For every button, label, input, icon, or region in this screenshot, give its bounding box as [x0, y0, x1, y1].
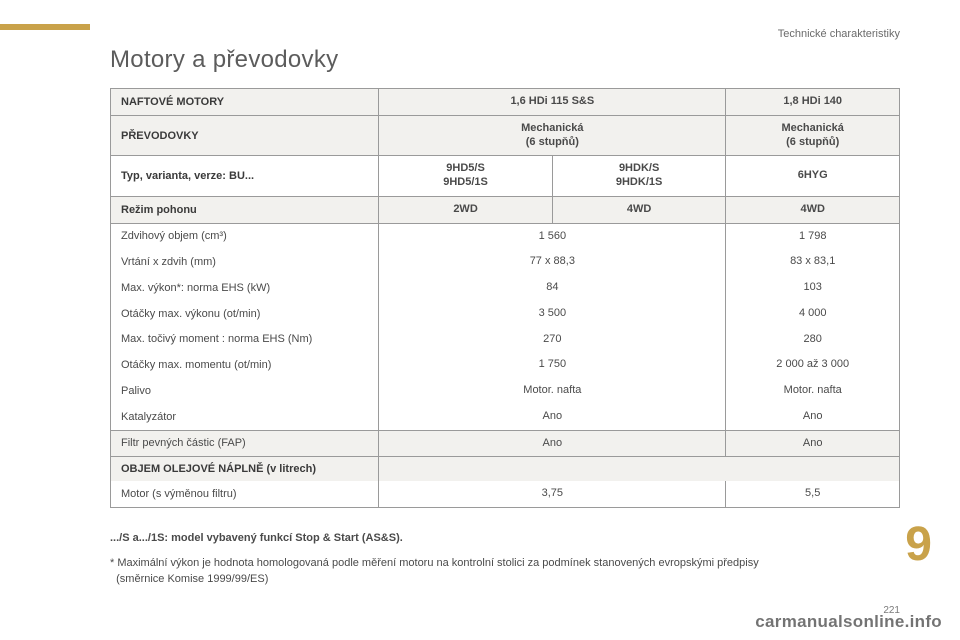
cell: Ano: [379, 404, 726, 430]
cell: Mechanická(6 stupňů): [726, 115, 900, 156]
cell: 9HD5/S9HD5/1S: [379, 156, 553, 197]
table-row: Filtr pevných částic (FAP)AnoAno: [111, 430, 900, 457]
table-row: PŘEVODOVKYMechanická(6 stupňů)Mechanická…: [111, 115, 900, 156]
cell: 84: [379, 275, 726, 301]
accent-bar: [0, 24, 90, 30]
table-row: Max. točivý moment : norma EHS (Nm)27028…: [111, 327, 900, 353]
cell: 4 000: [726, 301, 900, 327]
row-label: Max. výkon*: norma EHS (kW): [111, 275, 379, 301]
row-label: Otáčky max. výkonu (ot/min): [111, 301, 379, 327]
table-row: KatalyzátorAnoAno: [111, 404, 900, 430]
cell: Ano: [379, 430, 726, 457]
table-row: Režim pohonu2WD4WD4WD: [111, 196, 900, 223]
section-header: Technické charakteristiky: [778, 28, 900, 40]
row-label: Filtr pevných částic (FAP): [111, 430, 379, 457]
table-row: Vrtání x zdvih (mm)77 x 88,383 x 83,1: [111, 249, 900, 275]
row-label: Režim pohonu: [111, 196, 379, 223]
cell: 2WD: [379, 196, 553, 223]
cell: 2 000 až 3 000: [726, 352, 900, 378]
chapter-number: 9: [905, 517, 932, 572]
cell: 1,6 HDi 115 S&S: [379, 89, 726, 116]
cell: 1 798: [726, 223, 900, 249]
row-label: Typ, varianta, verze: BU...: [111, 156, 379, 197]
page-title: Motory a převodovky: [110, 46, 900, 74]
table-row: PalivoMotor. naftaMotor. nafta: [111, 378, 900, 404]
cell: 3 500: [379, 301, 726, 327]
row-label: NAFTOVÉ MOTORY: [111, 89, 379, 116]
row-label: OBJEM OLEJOVÉ NÁPLNĚ (v litrech): [111, 457, 379, 482]
row-label: Palivo: [111, 378, 379, 404]
table-row: Motor (s výměnou filtru)3,755,5: [111, 481, 900, 507]
cell: 4WD: [552, 196, 726, 223]
cell: Ano: [726, 404, 900, 430]
row-label: PŘEVODOVKY: [111, 115, 379, 156]
cell: Motor. nafta: [726, 378, 900, 404]
cell: 1,8 HDi 140: [726, 89, 900, 116]
cell: 83 x 83,1: [726, 249, 900, 275]
footnote-1: .../S a.../1S: model vybavený funkcí Sto…: [110, 532, 403, 544]
row-label: Vrtání x zdvih (mm): [111, 249, 379, 275]
footnote-2a: * Maximální výkon je hodnota homologovan…: [110, 557, 759, 569]
cell: 1 560: [379, 223, 726, 249]
cell: Mechanická(6 stupňů): [379, 115, 726, 156]
cell: 4WD: [726, 196, 900, 223]
table-row: Zdvihový objem (cm³)1 5601 798: [111, 223, 900, 249]
table-row: Max. výkon*: norma EHS (kW)84103: [111, 275, 900, 301]
row-label: Zdvihový objem (cm³): [111, 223, 379, 249]
cell: [379, 457, 900, 482]
cell: 1 750: [379, 352, 726, 378]
footnote-2b: (směrnice Komise 1999/99/ES): [116, 573, 268, 585]
cell: 270: [379, 327, 726, 353]
footnotes: .../S a.../1S: model vybavený funkcí Sto…: [110, 530, 900, 588]
cell: 9HDK/S9HDK/1S: [552, 156, 726, 197]
table-row: Otáčky max. momentu (ot/min)1 7502 000 a…: [111, 352, 900, 378]
cell: 77 x 88,3: [379, 249, 726, 275]
cell: Motor. nafta: [379, 378, 726, 404]
cell: 103: [726, 275, 900, 301]
cell: 5,5: [726, 481, 900, 507]
cell: 3,75: [379, 481, 726, 507]
cell: 6HYG: [726, 156, 900, 197]
cell: 280: [726, 327, 900, 353]
table-row: Otáčky max. výkonu (ot/min)3 5004 000: [111, 301, 900, 327]
watermark: carmanualsonline.info: [755, 612, 942, 632]
row-label: Max. točivý moment : norma EHS (Nm): [111, 327, 379, 353]
row-label: Motor (s výměnou filtru): [111, 481, 379, 507]
cell: Ano: [726, 430, 900, 457]
table-row: OBJEM OLEJOVÉ NÁPLNĚ (v litrech): [111, 457, 900, 482]
row-label: Otáčky max. momentu (ot/min): [111, 352, 379, 378]
table-row: Typ, varianta, verze: BU...9HD5/S9HD5/1S…: [111, 156, 900, 197]
table-row: NAFTOVÉ MOTORY1,6 HDi 115 S&S1,8 HDi 140: [111, 89, 900, 116]
specs-table: NAFTOVÉ MOTORY1,6 HDi 115 S&S1,8 HDi 140…: [110, 88, 900, 508]
row-label: Katalyzátor: [111, 404, 379, 430]
